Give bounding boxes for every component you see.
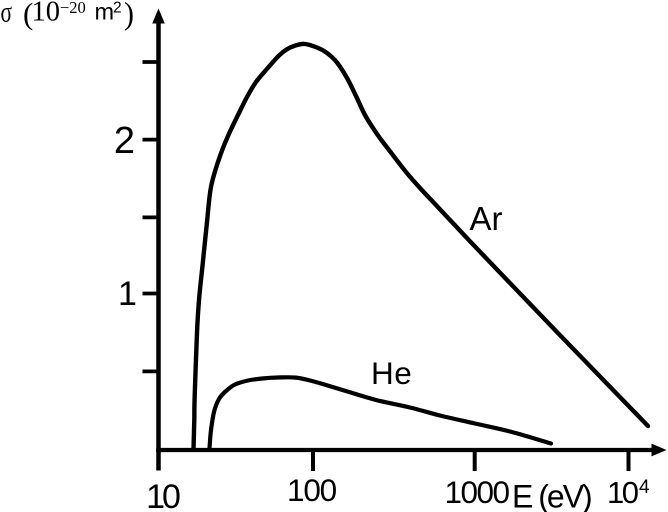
svg-text:2: 2 [114,120,135,162]
svg-text:m: m [95,0,115,25]
svg-text:100: 100 [287,472,337,508]
svg-text:σ: σ [1,0,13,29]
svg-text:Ar: Ar [470,200,503,237]
svg-text:4: 4 [639,477,650,498]
svg-text:10: 10 [146,478,180,512]
svg-text:1000: 1000 [444,474,509,510]
svg-text:(: ( [23,0,33,31]
svg-text:He: He [371,355,412,391]
svg-text:10: 10 [607,475,639,510]
svg-text:10: 10 [32,0,61,28]
svg-text:−20: −20 [60,0,86,17]
svg-text:E (eV): E (eV) [512,479,591,512]
svg-text:2: 2 [113,0,122,17]
svg-text:): ) [124,0,134,31]
svg-text:1: 1 [118,275,137,313]
